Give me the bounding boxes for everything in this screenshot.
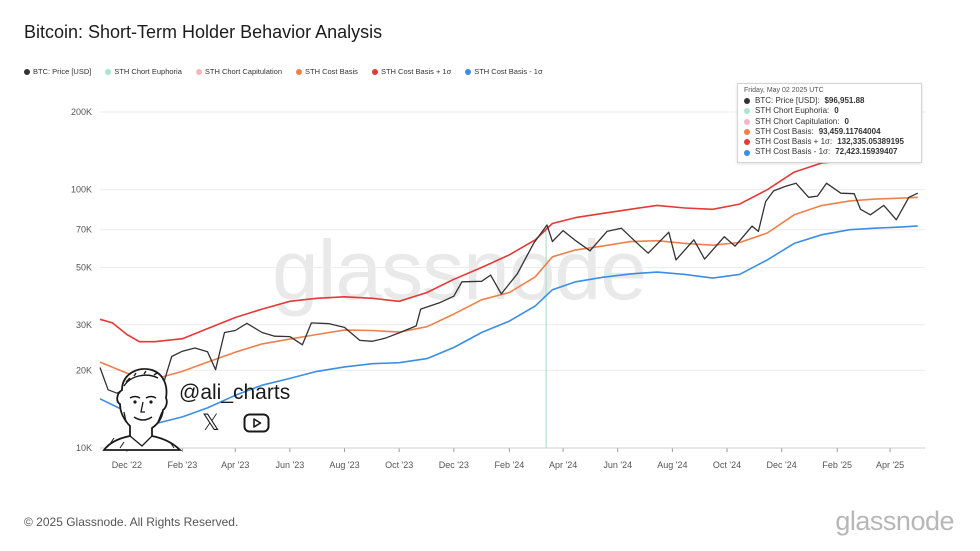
x-tick-label: Oct '23 — [385, 460, 413, 470]
series-line-btc-price-usd- — [99, 182, 919, 394]
x-tick-label: Feb '23 — [168, 460, 198, 470]
x-tick-label: Apr '23 — [221, 460, 249, 470]
tooltip-row-price: BTC: Price [USD]: $96,951.88 — [744, 96, 915, 106]
copyright: © 2025 Glassnode. All Rights Reserved. — [24, 515, 239, 529]
legend-item-price[interactable]: BTC: Price [USD] — [24, 67, 91, 76]
brand-logo: glassnode — [835, 506, 954, 536]
legend-item-capitulation[interactable]: STH Chort Capitulation — [195, 67, 282, 76]
tooltip-row-capitulation: STH Chort Capitulation: 0 — [744, 117, 915, 127]
tooltip-row-euphoria: STH Chort Euphoria: 0 — [744, 106, 915, 116]
legend-dot-icon — [465, 68, 472, 75]
series-line-sth-cost-basis-1- — [99, 225, 918, 425]
y-tick-label: 200K — [71, 107, 92, 117]
legend-label: STH Chort Capitulation — [204, 67, 282, 76]
x-tick-label: Dec '23 — [439, 460, 469, 470]
y-tick-label: 30K — [76, 320, 92, 330]
x-tick-label: Oct '24 — [713, 460, 741, 470]
chart-title: Bitcoin: Short-Term Holder Behavior Anal… — [24, 22, 383, 42]
legend-dot-icon — [195, 68, 202, 75]
chart-legend: BTC: Price [USD] STH Chort Euphoria STH … — [24, 67, 543, 76]
y-tick-label: 70K — [76, 225, 92, 235]
series-line-sth-cost-basis-1- — [99, 157, 918, 343]
dot-icon — [744, 149, 750, 156]
legend-item-cost-basis-plus[interactable]: STH Cost Basis + 1σ — [371, 67, 452, 76]
avatar — [102, 368, 183, 451]
dot-icon — [744, 98, 750, 105]
legend-dot-icon — [296, 68, 302, 75]
legend-dot-icon — [24, 68, 30, 75]
x-logo-icon[interactable]: 𝕏 — [202, 410, 220, 435]
tooltip-value: 72,423.15939407 — [835, 147, 898, 157]
series-line-sth-cost-basis — [99, 196, 918, 380]
tooltip-row-cost-basis: STH Cost Basis: 93,459.11764004 — [744, 127, 915, 137]
legend-label: STH Chort Euphoria — [114, 67, 182, 76]
x-tick-label: Jun '23 — [276, 460, 305, 470]
tooltip-label: BTC: Price [USD]: — [755, 96, 820, 105]
dot-icon — [744, 129, 750, 136]
author-handle[interactable]: @ali_charts — [179, 381, 291, 404]
tooltip-value: 0 — [844, 116, 849, 126]
tooltip-label: STH Cost Basis - 1σ: — [755, 147, 831, 157]
legend-item-cost-basis[interactable]: STH Cost Basis — [296, 67, 358, 76]
tooltip-label: STH Cost Basis + 1σ: — [755, 137, 833, 147]
x-tick-label: Aug '24 — [657, 460, 687, 470]
tooltip-label: STH Chort Euphoria: — [755, 106, 830, 116]
y-tick-label: 10K — [76, 443, 92, 453]
tooltip-value: $96,951.88 — [824, 96, 865, 105]
youtube-icon[interactable] — [243, 413, 270, 433]
y-tick-label: 50K — [76, 262, 92, 272]
legend-dot-icon — [105, 68, 112, 75]
legend-label: STH Cost Basis — [305, 67, 358, 76]
legend-label: STH Cost Basis + 1σ — [380, 67, 452, 76]
x-tick-label: Aug '23 — [329, 460, 359, 470]
y-tick-label: 100K — [71, 185, 92, 195]
x-tick-label: Dec '22 — [112, 460, 142, 470]
legend-label: BTC: Price [USD] — [33, 67, 92, 76]
hover-tooltip: Friday, May 02 2025 UTC BTC: Price [USD]… — [737, 83, 922, 163]
dot-icon — [744, 108, 750, 115]
tooltip-date: Friday, May 02 2025 UTC — [744, 87, 824, 94]
legend-item-euphoria[interactable]: STH Chort Euphoria — [105, 67, 182, 76]
legend-item-cost-basis-minus[interactable]: STH Cost Basis - 1σ — [465, 67, 543, 76]
x-tick-label: Jun '24 — [603, 460, 632, 470]
legend-dot-icon — [371, 68, 378, 75]
tooltip-label: STH Chort Capitulation: — [755, 116, 840, 126]
x-tick-label: Apr '25 — [876, 460, 904, 470]
dot-icon — [744, 118, 750, 125]
x-tick-label: Dec '24 — [767, 460, 797, 470]
y-tick-label: 20K — [76, 365, 92, 375]
x-tick-label: Apr '24 — [549, 460, 577, 470]
x-tick-label: Feb '24 — [494, 460, 524, 470]
tooltip-label: STH Cost Basis: — [755, 126, 814, 136]
tooltip-value: 132,335.05389195 — [837, 137, 904, 147]
tooltip-row-cost-basis-plus: STH Cost Basis + 1σ: 132,335.05389195 — [744, 137, 915, 147]
tooltip-value: 93,459.11764004 — [818, 126, 881, 136]
tooltip-value: 0 — [834, 106, 839, 116]
x-tick-label: Feb '25 — [822, 460, 852, 470]
legend-label: STH Cost Basis - 1σ — [474, 67, 543, 76]
dot-icon — [744, 139, 750, 146]
tooltip-row-cost-basis-minus: STH Cost Basis - 1σ: 72,423.15939407 — [744, 147, 915, 157]
